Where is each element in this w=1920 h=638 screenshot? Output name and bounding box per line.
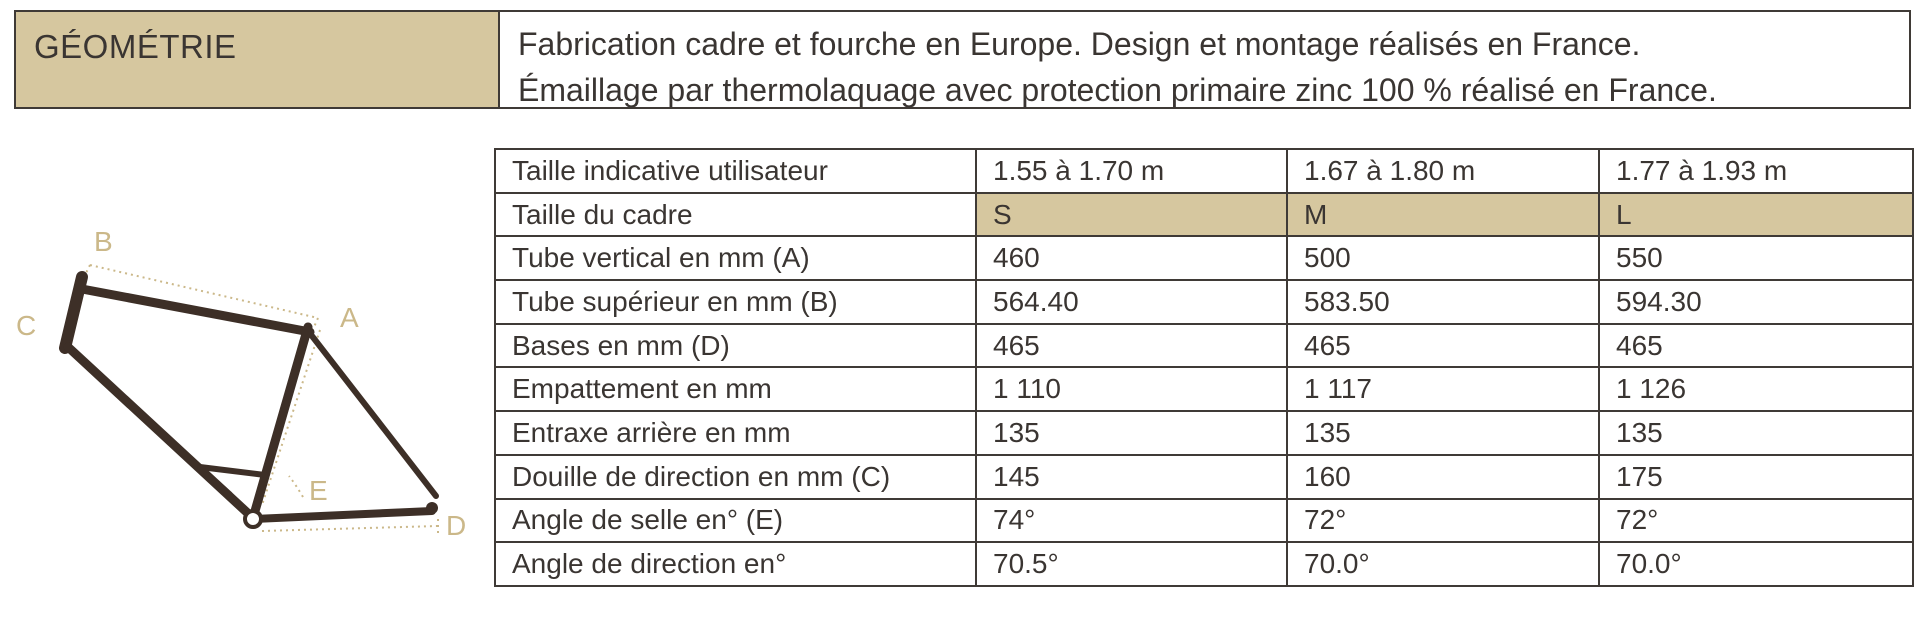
size-l-value: 1.77 à 1.93 m	[1598, 148, 1914, 194]
brace-end	[197, 464, 233, 497]
bike-frame-diagram: B C A E D	[16, 226, 466, 541]
table-row: Angle de selle en° (E) 74° 72° 72°	[494, 497, 1914, 544]
size-m-value: 465	[1286, 322, 1600, 369]
table-row: Taille du cadre S M L	[494, 191, 1914, 238]
size-m-value: 500	[1286, 235, 1600, 282]
size-s-value: 70.5°	[975, 541, 1288, 587]
seat-stay	[309, 333, 439, 499]
bottom-bracket	[243, 509, 263, 529]
size-m-value: M	[1286, 191, 1600, 238]
row-label: Taille indicative utilisateur	[494, 148, 977, 194]
size-l-value: L	[1598, 191, 1914, 238]
row-label: Empattement en mm	[494, 366, 977, 413]
dimension-a-label: A	[340, 302, 359, 333]
size-s-value: 460	[975, 235, 1288, 282]
geometry-header: GÉOMÉTRIE Fabrication cadre et fourche e…	[14, 10, 1911, 109]
table-row: Bases en mm (D) 465 465 465	[494, 322, 1914, 369]
size-l-value: 175	[1598, 453, 1914, 500]
size-m-value: 160	[1286, 453, 1600, 500]
row-label: Entraxe arrière en mm	[494, 410, 977, 456]
size-l-value: 550	[1598, 235, 1914, 282]
size-l-value: 465	[1598, 322, 1914, 369]
section-title: GÉOMÉTRIE	[16, 12, 500, 107]
table-row: Tube vertical en mm (A) 460 500 550	[494, 235, 1914, 282]
seat-tube	[248, 322, 313, 523]
size-s-value: 564.40	[975, 279, 1288, 325]
seat-angle-arc	[288, 475, 304, 498]
dimension-b-tick-left	[84, 264, 91, 276]
size-l-value: 70.0°	[1598, 541, 1914, 587]
dimension-b-label: B	[94, 226, 113, 257]
size-s-value: 1 110	[975, 366, 1288, 413]
row-label: Taille du cadre	[494, 191, 977, 238]
row-label: Douille de direction en mm (C)	[494, 453, 977, 500]
dimension-e-label: E	[309, 475, 328, 506]
size-m-value: 1 117	[1286, 366, 1600, 413]
size-s-value: 1.55 à 1.70 m	[975, 148, 1288, 194]
size-m-value: 1.67 à 1.80 m	[1286, 148, 1600, 194]
table-row: Douille de direction en mm (C) 145 160 1…	[494, 453, 1914, 500]
geometry-table: Taille indicative utilisateur 1.55 à 1.7…	[494, 148, 1914, 587]
table-row: Tube supérieur en mm (B) 564.40 583.50 5…	[494, 279, 1914, 325]
table-row: Taille indicative utilisateur 1.55 à 1.7…	[494, 148, 1914, 194]
seat-tube-brace	[197, 464, 268, 478]
head-tube	[59, 271, 88, 354]
row-label: Tube vertical en mm (A)	[494, 235, 977, 282]
top-tube	[77, 284, 315, 337]
size-s-value: 74°	[975, 497, 1288, 544]
description-line-1: Fabrication cadre et fourche en Europe. …	[518, 26, 1641, 62]
size-m-value: 72°	[1286, 497, 1600, 544]
row-label: Angle de selle en° (E)	[494, 497, 977, 544]
size-m-value: 135	[1286, 410, 1600, 456]
size-m-value: 70.0°	[1286, 541, 1600, 587]
dimension-c-label: C	[16, 310, 36, 341]
row-label: Tube supérieur en mm (B)	[494, 279, 977, 325]
size-l-value: 72°	[1598, 497, 1914, 544]
dimension-b-tick-right	[313, 317, 319, 328]
size-l-value: 1 126	[1598, 366, 1914, 413]
size-s-value: 135	[975, 410, 1288, 456]
row-label: Bases en mm (D)	[494, 322, 977, 369]
table-row: Entraxe arrière en mm 135 135 135	[494, 410, 1914, 456]
description-line-2: Émaillage par thermolaquage avec protect…	[518, 72, 1717, 108]
dimension-a-line	[261, 329, 321, 506]
size-s-value: S	[975, 191, 1288, 238]
dimension-d-line	[261, 525, 439, 532]
section-description: Fabrication cadre et fourche en Europe. …	[500, 12, 1909, 108]
rear-dropout	[426, 502, 438, 514]
table-row: Angle de direction en° 70.5° 70.0° 70.0°	[494, 541, 1914, 587]
size-s-value: 465	[975, 322, 1288, 369]
size-l-value: 135	[1598, 410, 1914, 456]
size-m-value: 583.50	[1286, 279, 1600, 325]
table-row: Empattement en mm 1 110 1 117 1 126	[494, 366, 1914, 413]
dimension-d-label: D	[446, 510, 466, 541]
size-l-value: 594.30	[1598, 279, 1914, 325]
row-label: Angle de direction en°	[494, 541, 977, 587]
size-s-value: 145	[975, 453, 1288, 500]
chain-stay	[249, 507, 436, 523]
